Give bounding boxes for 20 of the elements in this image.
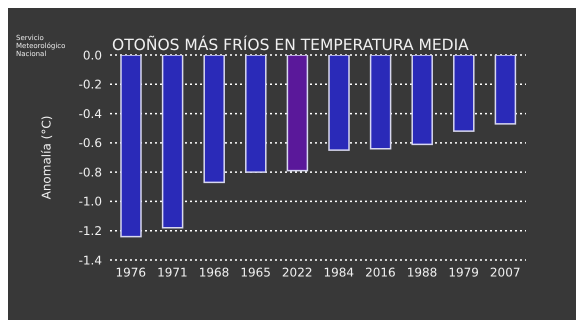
y-tick-label: -0.6 — [78, 136, 102, 150]
x-tick-label: 2007 — [490, 266, 520, 280]
x-tick-label: 2022 — [282, 266, 312, 280]
x-tick-label: 1984 — [324, 266, 354, 280]
y-tick-label: -0.8 — [78, 165, 102, 180]
y-tick-label: -0.4 — [78, 106, 102, 121]
x-tick-label: 2016 — [365, 266, 396, 280]
x-tick-label: 1988 — [406, 266, 438, 280]
x-tick-label: 1976 — [116, 266, 146, 280]
chart-title: OTOÑOS MÁS FRÍOS EN TEMPERATURA MEDIA — [112, 36, 469, 54]
y-tick-label: -0.2 — [78, 78, 102, 92]
y-axis-title: Anomalía (°C) — [39, 116, 54, 200]
x-tick-label: 1965 — [240, 266, 271, 280]
y-tick-label: -1.4 — [78, 253, 102, 268]
y-tick-label: 0.0 — [82, 48, 102, 62]
x-tick-label: 1968 — [198, 266, 230, 280]
x-tick-label: 1971 — [157, 266, 188, 280]
y-tick-label: -1.2 — [78, 224, 102, 238]
x-tick-label: 1979 — [448, 266, 479, 280]
y-tick-label: -1.0 — [78, 194, 102, 209]
